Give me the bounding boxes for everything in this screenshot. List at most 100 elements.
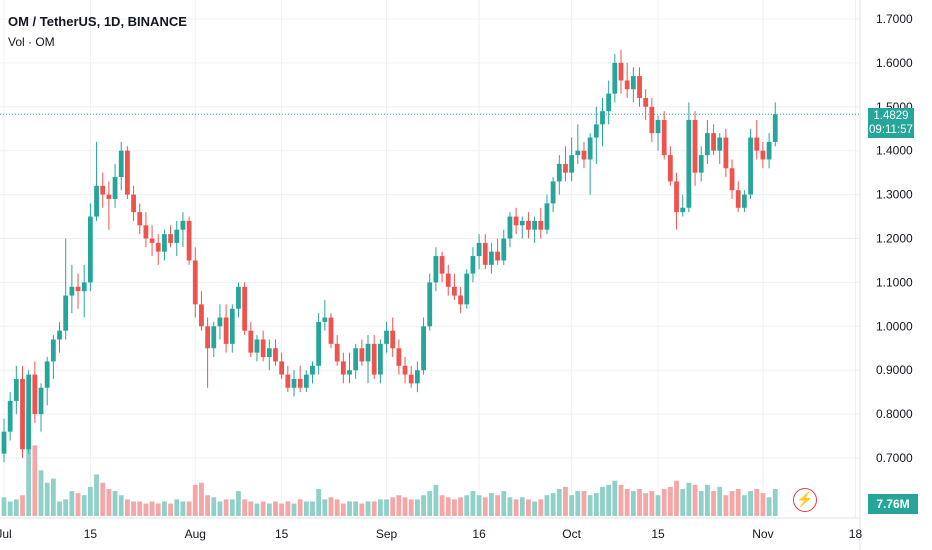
volume-bar (600, 486, 605, 516)
candle-body (587, 137, 593, 160)
volume-bar (131, 501, 136, 516)
candle-body (340, 361, 346, 375)
volume-bar (1, 497, 7, 516)
volume-bar (495, 495, 500, 516)
volume-bar (643, 493, 649, 516)
volume-bar (482, 497, 488, 516)
candle-body (476, 242, 482, 257)
volume-bar (168, 503, 173, 516)
candle-body (162, 234, 167, 252)
candle-body (26, 374, 32, 450)
candle-body (168, 234, 173, 243)
volume-bar (273, 501, 278, 516)
x-tick-label: 16 (472, 527, 486, 541)
volume-bar (63, 499, 69, 516)
volume-bar (396, 495, 402, 516)
y-tick-label: 0.9000 (876, 363, 913, 377)
candle-body (205, 326, 211, 349)
volume-bar (118, 495, 124, 516)
candle-body (606, 93, 612, 112)
volume-bar (242, 499, 248, 516)
y-tick-label: 1.0000 (876, 319, 913, 333)
candle-body (772, 114, 778, 142)
candle-body (353, 348, 359, 371)
volume-bar (390, 497, 396, 516)
x-tick-label: Oct (562, 527, 581, 541)
candle-body (458, 295, 463, 305)
candle-body (513, 216, 519, 226)
volume-bar (371, 501, 377, 516)
candle-body (396, 348, 402, 366)
candle-body (57, 330, 62, 340)
candle-body (754, 137, 760, 151)
x-tick-label: 18 (849, 527, 863, 541)
candle-body (704, 133, 710, 156)
candle-body (519, 220, 525, 226)
volume-bar (476, 495, 482, 516)
volume-bar (87, 486, 93, 516)
volume-bar (408, 499, 414, 516)
candle-body (359, 348, 365, 362)
volume-bar (44, 482, 50, 516)
volume-bar (260, 501, 266, 516)
candle-body (593, 124, 599, 138)
candle-body (464, 273, 470, 305)
candle-body (100, 185, 106, 195)
volume-bar (464, 495, 470, 516)
lightning-bolt-icon[interactable]: ⚡ (793, 488, 817, 512)
volume-bar (692, 484, 698, 516)
volume-bar (655, 495, 661, 516)
volume-bar (353, 501, 359, 516)
volume-bar (291, 503, 297, 516)
candle-body (630, 76, 636, 90)
symbol-title[interactable]: OM / TetherUS, 1D, BINANCE (8, 14, 187, 29)
candle-body (717, 137, 723, 151)
volume-bar (754, 489, 760, 516)
candle-body (402, 365, 408, 375)
candle-body (680, 207, 686, 213)
volume-bar (711, 491, 716, 516)
volume-bar (217, 501, 223, 516)
x-tick-label: 15 (84, 527, 98, 541)
candle-body (174, 229, 180, 243)
candle-body (649, 106, 655, 134)
volume-bar (279, 503, 285, 516)
volume-bar (526, 499, 531, 516)
volume-bar (723, 495, 729, 516)
y-tick-label: 1.7000 (876, 12, 913, 26)
candle-body (347, 370, 352, 375)
volume-bar (637, 489, 642, 516)
candle-body (248, 330, 254, 353)
volume-bar (125, 499, 130, 516)
candle-body (433, 256, 439, 283)
candle-body (618, 62, 624, 81)
candle-body (748, 137, 753, 195)
candle-body (408, 374, 414, 384)
y-tick-label: 1.1000 (876, 275, 913, 289)
volume-bar (735, 489, 741, 516)
volume-bar (667, 486, 673, 516)
candle-body (600, 111, 605, 125)
volume-bar (229, 499, 235, 516)
volume-bar (310, 501, 315, 516)
volume-bar (50, 478, 56, 516)
candle-body (254, 339, 260, 353)
candle-body (199, 304, 204, 327)
candle-body (322, 317, 328, 322)
candle-body (390, 330, 396, 349)
volume-bar (81, 495, 87, 516)
candle-body (229, 308, 235, 344)
candle-body (569, 155, 575, 173)
y-tick-label: 1.6000 (876, 56, 913, 70)
candle-body (427, 282, 433, 327)
volume-legend[interactable]: Vol · OM (8, 35, 55, 49)
volume-bar (266, 503, 272, 516)
candle-body (69, 286, 75, 296)
candle-body (371, 343, 377, 375)
volume-bar (587, 495, 593, 516)
candle-body (698, 155, 704, 173)
y-tick-label: 0.8000 (876, 407, 913, 421)
volume-bar (248, 501, 254, 516)
volume-bar (624, 489, 630, 516)
